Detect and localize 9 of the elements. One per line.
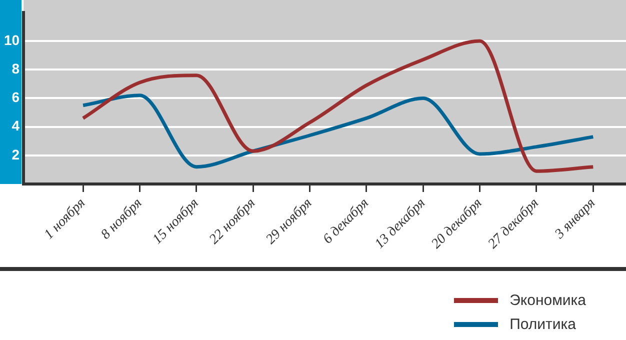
legend-label: Экономика bbox=[510, 292, 586, 308]
y-tick-label: 4 bbox=[12, 118, 20, 134]
line-series bbox=[81, 39, 595, 173]
y-tick-label: 10 bbox=[4, 32, 20, 48]
legend-label: Политика bbox=[510, 316, 576, 332]
y-tick-label: 8 bbox=[12, 60, 20, 76]
line-series bbox=[81, 94, 595, 169]
y-tick-label: 6 bbox=[12, 89, 20, 106]
y-tick-label: 2 bbox=[12, 146, 20, 162]
